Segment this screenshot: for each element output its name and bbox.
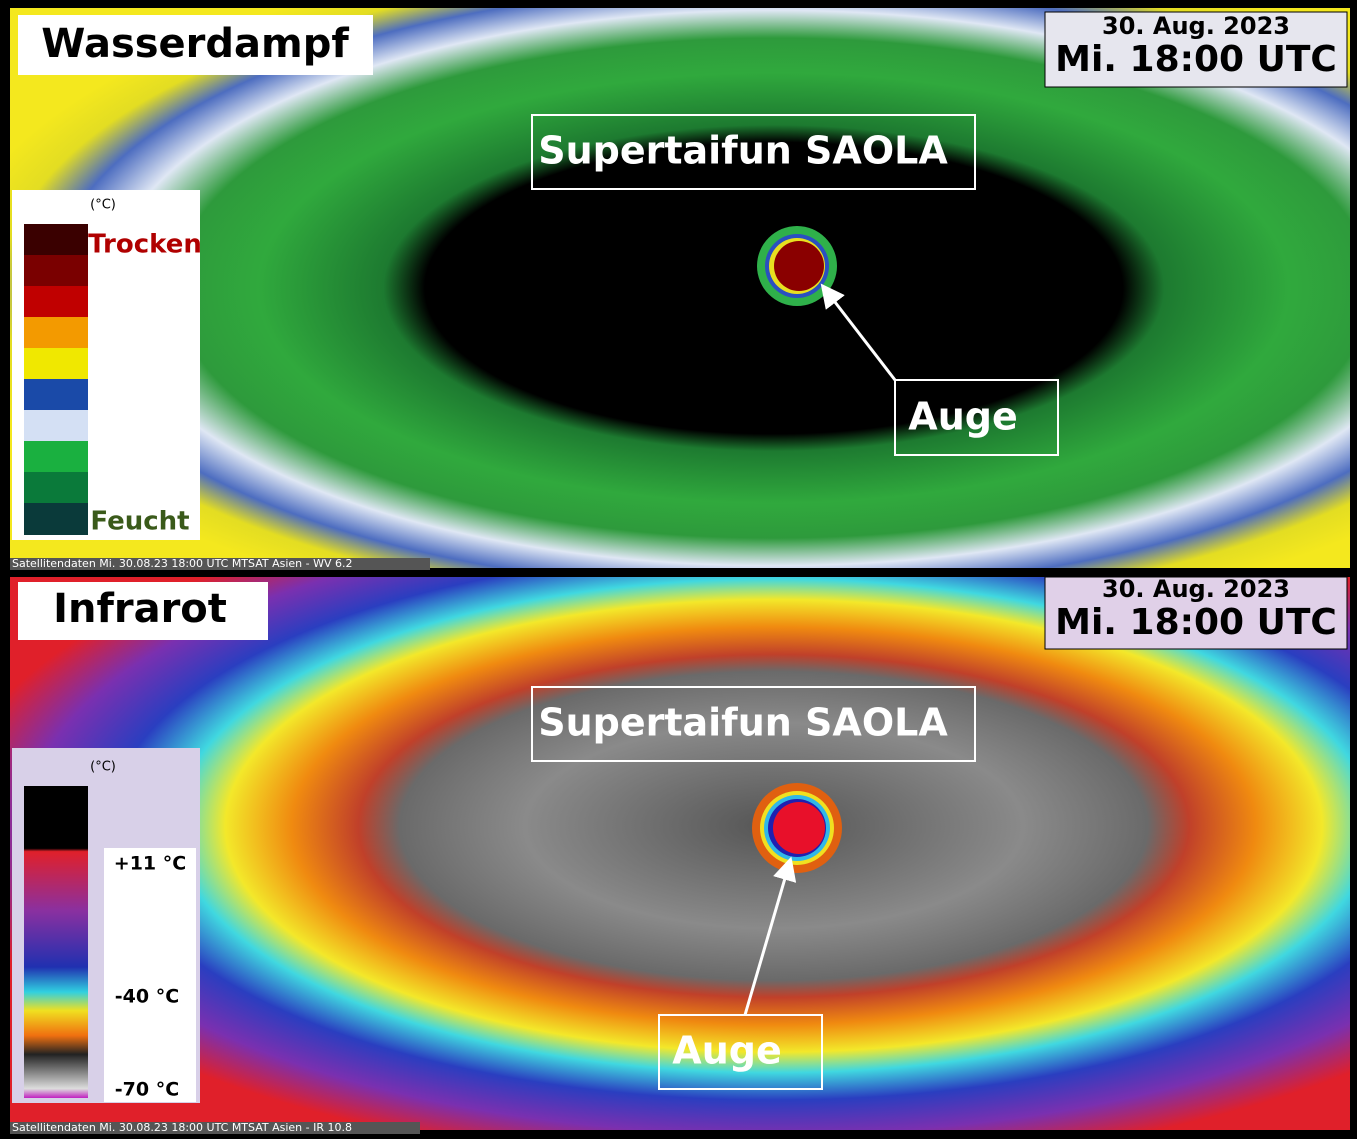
title-box [18,15,373,75]
label-box [531,114,976,190]
arrow [820,283,897,381]
storm-label: Supertaifun SAOLA [538,129,948,173]
eye-label: Auge [908,395,1017,439]
footer-bg [10,558,430,570]
panel-infrared: Infrarot 30. Aug. 2023 Mi. 18:00 UTC Sup… [10,575,1350,1134]
title-box [18,582,268,640]
arrow [743,856,797,1016]
legend-label: -70 °C [115,1079,179,1101]
satellite-image [10,8,1350,568]
label-box [531,686,976,762]
legend-unit: (°C) [90,198,116,213]
footer: Satellitendaten Mi. 30.08.23 18:00 UTC M… [12,557,353,570]
eye [774,241,824,291]
legend-bottom: Feucht [90,507,189,537]
legend-label: -40 °C [115,986,179,1008]
legend-label-box [104,848,196,1102]
legend-scale [24,786,88,1098]
eye [773,802,825,854]
legend-swatches [24,224,88,535]
panel-water-vapour: Wasserdampf 30. Aug. 2023 Mi. 18:00 UTC … [10,8,1350,570]
footer-bg [10,1122,420,1134]
time: Mi. 18:00 UTC [1055,602,1337,643]
label-box [658,1014,823,1090]
date: 30. Aug. 2023 [1102,575,1290,603]
date-box [1044,576,1348,650]
title: Wasserdampf [41,21,349,67]
satellite-image [10,577,1350,1130]
legend-label: +11 °C [114,853,186,875]
date-box [1044,11,1348,88]
storm-label: Supertaifun SAOLA [538,701,948,745]
legend-top: Trocken [88,230,202,260]
legend-unit: (°C) [90,760,116,775]
title: Infrarot [53,586,227,632]
date: 30. Aug. 2023 [1102,12,1290,40]
label-box [894,379,1059,456]
footer: Satellitendaten Mi. 30.08.23 18:00 UTC M… [12,1121,352,1134]
time: Mi. 18:00 UTC [1055,39,1337,80]
eye-label: Auge [672,1029,781,1073]
